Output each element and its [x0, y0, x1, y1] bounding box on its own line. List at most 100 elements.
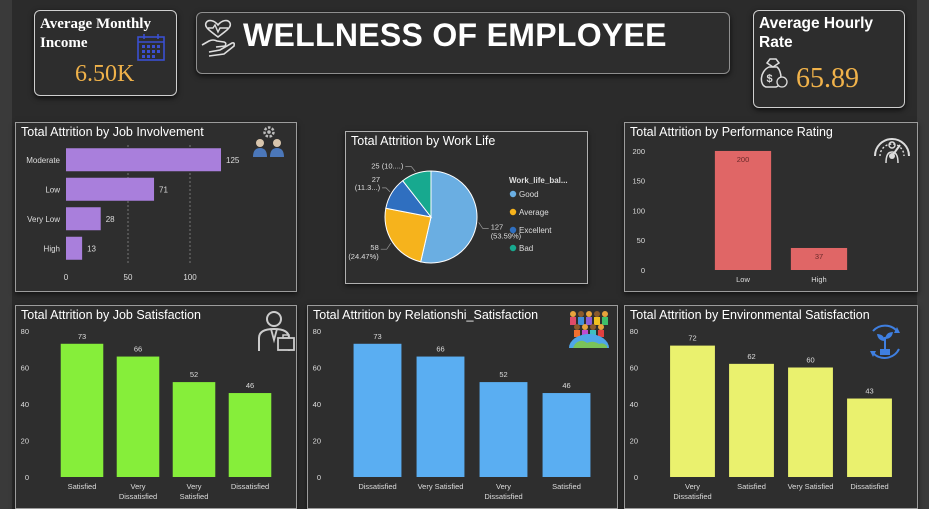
slice-label: (11.3...)	[355, 183, 381, 192]
bar	[670, 345, 715, 477]
y-tick-label: 0	[641, 266, 645, 275]
kpi-label-monthly-income: Average Monthly Income	[40, 16, 151, 51]
data-label: 28	[106, 215, 115, 224]
team-gear-icon	[253, 126, 284, 157]
data-label: 46	[562, 381, 570, 390]
y-tick-label: 0	[317, 473, 321, 482]
y-tick-label: 200	[632, 147, 645, 156]
left-edge	[0, 0, 12, 509]
category-label: Low	[736, 275, 750, 284]
y-tick-label: 40	[313, 400, 321, 409]
panel-relationship-satisfaction[interactable]: Total Attrition by Relationshi_Satisfact…	[307, 305, 618, 509]
bar	[790, 247, 848, 270]
bar	[66, 207, 101, 231]
data-label: 125	[226, 156, 240, 165]
y-tick-label: 20	[313, 437, 321, 446]
y-tick-label: 80	[313, 327, 321, 336]
kpi-card-monthly-income[interactable]: Average Monthly Income 6.50K	[34, 10, 177, 96]
pie-slice	[420, 170, 478, 264]
bar	[847, 398, 892, 477]
legend-marker	[509, 190, 517, 198]
panel-job-satisfaction[interactable]: Total Attrition by Job Satisfaction 0 20 4…	[15, 305, 297, 509]
heart-in-hand-icon	[201, 19, 236, 57]
bar	[729, 363, 774, 477]
leader-line	[382, 187, 391, 193]
bar	[479, 382, 528, 477]
y-tick-label: 0	[634, 473, 638, 482]
category-label: Dissatisfied	[358, 482, 396, 491]
bar	[714, 150, 772, 270]
data-label: 66	[134, 345, 142, 354]
pie-slice	[401, 170, 432, 219]
employee-icon	[258, 311, 295, 351]
chart-title-performance-rating: Total Attrition by Performance Rating	[630, 125, 833, 139]
category-label: Very	[130, 482, 145, 491]
chart-performance-rating: 0 50 100 150 200 200 Low 37 High	[632, 147, 848, 284]
legend-marker	[509, 208, 517, 216]
data-label: 62	[747, 352, 755, 361]
data-label: 71	[159, 185, 168, 194]
chart-title-job-satisfaction: Total Attrition by Job Satisfaction	[21, 308, 201, 322]
category-label: Satisfied	[737, 482, 766, 491]
chart-environmental-satisfaction: 02040608072VeryDissatisfied62Satisfied60…	[630, 327, 892, 501]
chart-job-satisfaction: 02040608073Satisfied66VeryDissatisfied52…	[21, 327, 272, 501]
leader-line	[478, 222, 489, 229]
panel-job-involvement[interactable]: Total Attrition by Job Involvement 0 50 10…	[15, 122, 297, 292]
category-label: Dissatisfied	[484, 492, 522, 501]
bar	[542, 393, 591, 477]
chart-title-relationship-satisfaction: Total Attrition by Relationshi_Satisfact…	[313, 308, 539, 322]
category-label: Dissatisfied	[231, 482, 269, 491]
bar	[66, 148, 221, 172]
y-tick-label: 60	[21, 364, 29, 373]
kpi-card-hourly-rate[interactable]: Average Hourly Rate $ 65.89	[753, 10, 905, 108]
category-label: High	[44, 244, 60, 253]
y-tick-label: 40	[630, 400, 638, 409]
slice-label: 25 (10....)	[371, 162, 404, 171]
bar	[172, 382, 216, 477]
y-tick-label: 20	[630, 437, 638, 446]
y-tick-label: 150	[632, 177, 645, 186]
category-label: Very Satisfied	[788, 482, 834, 491]
panel-environmental-satisfaction[interactable]: Total Attrition by Environmental Satisfa…	[624, 305, 918, 509]
slice-label: 127	[491, 222, 504, 231]
legend-item: Good	[519, 190, 539, 199]
y-tick-label: 50	[637, 236, 645, 245]
panel-work-life[interactable]: Total Attrition by Work Life 127 (53.59%)…	[345, 131, 588, 284]
chart-title-work-life: Total Attrition by Work Life	[351, 134, 496, 148]
data-label: 13	[87, 244, 96, 253]
data-label: 73	[373, 332, 381, 341]
title-card: WELLNESS OF EMPLOYEE	[196, 12, 730, 74]
chart-relationship-satisfaction: 0 20 40 60 80 73 Dissatisfied 66 Very Satisfied 5…	[313, 327, 591, 501]
data-label: 43	[865, 387, 873, 396]
plant-cycle-icon	[870, 324, 900, 359]
data-label: 72	[688, 334, 696, 343]
money-bag-icon: $	[760, 58, 788, 88]
y-tick-label: 20	[21, 437, 29, 446]
category-label: Very Low	[27, 215, 60, 224]
right-edge	[917, 0, 929, 509]
legend-item: Average	[519, 208, 549, 217]
category-label: Low	[45, 185, 60, 194]
data-label: 46	[246, 381, 254, 390]
data-label: 37	[815, 252, 823, 261]
chart-job-involvement: 0 50 100 Moderate 125 Low 71 Very Low 28 High 13	[26, 145, 240, 282]
category-label: Dissatisfied	[673, 492, 711, 501]
legend-marker	[509, 244, 517, 252]
category-label: Very Satisfied	[418, 482, 464, 491]
bar	[416, 356, 465, 477]
svg-text:$: $	[767, 73, 773, 85]
performance-gauge-icon	[874, 138, 910, 164]
bar	[66, 177, 155, 201]
people-globe-icon	[569, 311, 609, 348]
bar	[353, 343, 402, 477]
category-label: Moderate	[26, 156, 60, 165]
kpi-value-monthly-income: 6.50K	[75, 61, 135, 87]
chart-title-environmental-satisfaction: Total Attrition by Environmental Satisfa…	[630, 308, 870, 322]
category-label: Very	[496, 482, 511, 491]
panel-performance-rating[interactable]: Total Attrition by Performance Rating 0 5…	[624, 122, 918, 292]
bar	[66, 236, 83, 260]
chart-title-job-involvement: Total Attrition by Job Involvement	[21, 125, 204, 139]
data-label: 60	[806, 356, 814, 365]
leader-line	[405, 166, 416, 172]
category-label: High	[811, 275, 826, 284]
